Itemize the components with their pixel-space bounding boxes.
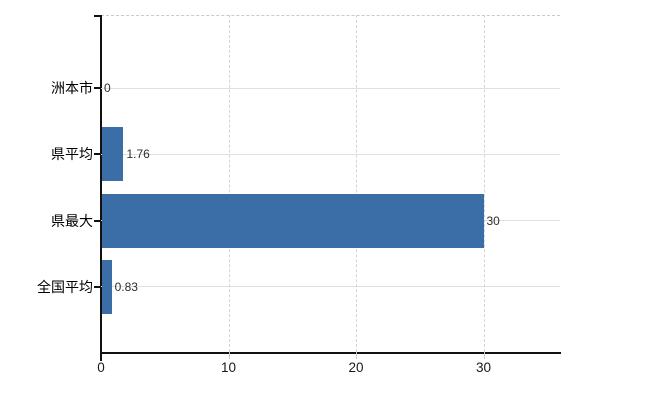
category-label: 県平均 bbox=[51, 146, 93, 163]
y-tick bbox=[94, 87, 101, 89]
x-tick bbox=[228, 352, 230, 359]
category-label: 県最大 bbox=[51, 212, 93, 229]
bar-value-label: 0.83 bbox=[114, 279, 138, 294]
v-gridline bbox=[228, 15, 230, 352]
x-axis-line bbox=[101, 352, 561, 354]
bar-value-label: 0 bbox=[104, 81, 111, 95]
h-gridline bbox=[101, 286, 560, 288]
bar-value-label: 1.76 bbox=[126, 147, 150, 162]
y-axis-line bbox=[100, 15, 102, 354]
v-gridline bbox=[483, 15, 485, 352]
x-tick-label: 20 bbox=[348, 360, 364, 375]
h-gridline bbox=[101, 153, 560, 155]
y-tick bbox=[94, 153, 101, 156]
x-tick-label: 0 bbox=[97, 360, 105, 375]
bar-value-label: 30 bbox=[486, 213, 500, 228]
bar[interactable] bbox=[102, 127, 124, 182]
bar[interactable] bbox=[102, 259, 112, 314]
plot-area bbox=[101, 15, 560, 353]
category-label: 全国平均 bbox=[37, 278, 93, 295]
h-gridline bbox=[101, 87, 560, 89]
x-tick-label: 10 bbox=[220, 360, 237, 375]
y-axis-end-tick bbox=[94, 15, 101, 17]
y-tick bbox=[94, 219, 101, 222]
v-gridline bbox=[356, 15, 357, 352]
plot-top-border bbox=[101, 15, 560, 16]
bar[interactable] bbox=[102, 193, 484, 248]
category-label: 洲本市 bbox=[51, 80, 93, 96]
x-tick bbox=[483, 352, 485, 359]
x-axis-origin-tick bbox=[100, 352, 102, 361]
y-tick bbox=[94, 285, 101, 288]
x-tick-label: 30 bbox=[475, 360, 492, 375]
x-tick bbox=[356, 352, 357, 359]
